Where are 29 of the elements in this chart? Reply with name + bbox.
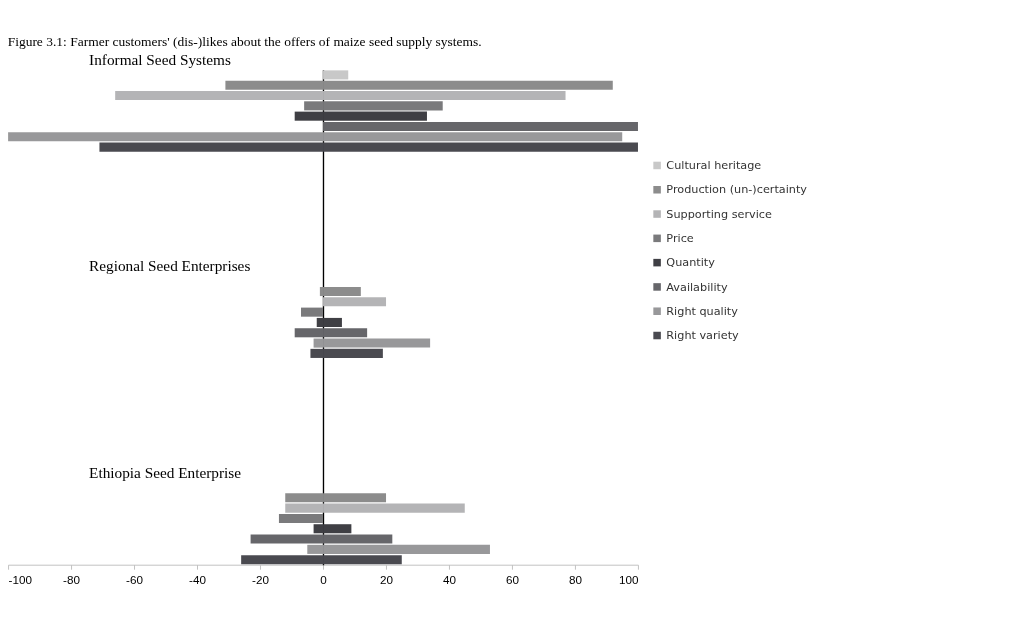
legend-label: Quantity (666, 256, 716, 270)
x-tick-label: -40 (189, 573, 207, 587)
bar (323, 297, 387, 307)
bar (300, 307, 324, 317)
x-tick-label: 0 (320, 573, 328, 587)
x-tick-label: 80 (568, 573, 583, 587)
x-tick-label: -60 (126, 573, 144, 587)
x-tick-label: -20 (252, 573, 270, 587)
legend-label: Cultural heritage (666, 159, 762, 173)
x-tick-label: 20 (379, 573, 394, 587)
legend-label: Price (666, 231, 694, 245)
legend-label: Production (un-)certainty (666, 183, 808, 197)
chart-title: Figure 3.1: Farmer customers' (dis-)likes about the offers of maize seed supply systems. (7, 34, 482, 50)
x-tick-label: -80 (63, 573, 81, 587)
bar (278, 513, 324, 523)
legend-label: Supporting service (666, 207, 772, 221)
bar (323, 70, 349, 80)
x-tick-label: 40 (442, 573, 457, 587)
legend-label: Right variety (666, 329, 740, 343)
annotation: Regional Seed Enterprises (89, 257, 251, 275)
text: Informal Seed Systems (89, 51, 231, 68)
x-tick-label: 100 (618, 573, 639, 587)
legend-label: Right quality (666, 304, 739, 318)
bar (323, 121, 638, 132)
x-tick-label: 60 (505, 573, 520, 587)
annotation: Ethiopia Seed Enterprise (89, 463, 242, 481)
x-tick-label: -100 (8, 573, 33, 587)
legend-label: Availability (666, 280, 728, 294)
bar (323, 286, 361, 297)
